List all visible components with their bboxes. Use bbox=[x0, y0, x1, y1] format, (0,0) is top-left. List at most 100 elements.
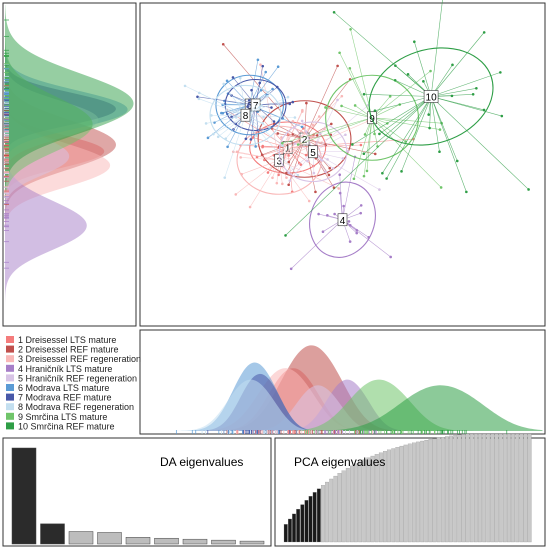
scatter-point bbox=[306, 159, 309, 163]
scatter-point bbox=[362, 152, 366, 156]
scatter-ray bbox=[430, 0, 443, 97]
group-label-box-8 bbox=[240, 108, 251, 122]
pca-bar bbox=[465, 433, 470, 543]
bottom-density-8 bbox=[142, 379, 543, 431]
legend-label-10: 10 Smrčina REF mature bbox=[18, 421, 115, 431]
pca-bar bbox=[321, 485, 325, 543]
scatter-point bbox=[196, 95, 199, 99]
scatter-point bbox=[250, 88, 253, 92]
scatter-point bbox=[365, 169, 369, 173]
scatter-ray bbox=[304, 138, 376, 155]
pca-bar bbox=[288, 518, 292, 543]
scatter-point bbox=[300, 119, 304, 123]
scatter-ray bbox=[341, 105, 373, 119]
scatter-point bbox=[284, 234, 287, 237]
scatter-ray bbox=[374, 96, 432, 111]
legend-label-2: 2 Dreisessel REF mature bbox=[18, 345, 119, 355]
scatter-ray bbox=[382, 96, 432, 174]
scatter-ray bbox=[241, 159, 280, 175]
scatter-point bbox=[212, 132, 215, 136]
scatter-point bbox=[296, 143, 300, 146]
pca-bar bbox=[461, 434, 466, 543]
legend-label-3: 3 Dreisessel REF regeneration bbox=[18, 354, 141, 364]
scatter-ray bbox=[304, 79, 351, 140]
scatter-point bbox=[393, 78, 397, 82]
scatter-point bbox=[336, 64, 339, 68]
scatter-ray bbox=[255, 66, 264, 106]
scatter-point bbox=[347, 220, 351, 223]
scatter-point bbox=[482, 108, 486, 112]
scatter-point bbox=[348, 240, 352, 243]
scatter-point bbox=[280, 136, 283, 139]
scatter-point bbox=[338, 191, 342, 195]
scatter-point bbox=[328, 166, 332, 170]
scatter-ray bbox=[366, 117, 373, 171]
scatter-point bbox=[333, 212, 336, 216]
group-label-3: 3 bbox=[276, 156, 282, 167]
pca-eigenvalues-title: PCA eigenvalues bbox=[294, 455, 385, 469]
scatter-point bbox=[216, 135, 220, 139]
scatter-point bbox=[438, 128, 442, 131]
scatter-point bbox=[271, 176, 274, 180]
scatter-point bbox=[234, 193, 238, 196]
scatter-point bbox=[261, 64, 265, 68]
scatter-point bbox=[230, 115, 233, 119]
pca-bar bbox=[507, 433, 511, 543]
scatter-point bbox=[389, 255, 392, 259]
scatter-point bbox=[197, 97, 201, 101]
panel-scatter bbox=[139, 2, 546, 327]
scatter-point bbox=[254, 145, 257, 148]
scatter-ray bbox=[430, 96, 467, 192]
scatter-ray bbox=[312, 99, 338, 152]
scatter-ray bbox=[224, 115, 246, 178]
scatter-point bbox=[438, 150, 441, 154]
pca-bar bbox=[436, 437, 441, 543]
da-bar-9 bbox=[239, 540, 265, 545]
pca-bar bbox=[370, 455, 375, 543]
scatter-ray bbox=[363, 117, 373, 177]
scatter-point bbox=[226, 145, 229, 149]
scatter-point bbox=[262, 115, 265, 119]
scatter-point bbox=[246, 105, 249, 108]
scatter-point bbox=[388, 95, 392, 98]
scatter-ray bbox=[245, 96, 289, 116]
scatter-point bbox=[341, 157, 345, 160]
scatter-ray bbox=[431, 87, 477, 97]
scatter-group-10: 10 bbox=[284, 0, 530, 237]
da-eigenvalue-bars bbox=[11, 447, 265, 545]
scatter-point bbox=[314, 190, 317, 194]
group-ellipse-10 bbox=[368, 47, 494, 146]
scatter-point bbox=[220, 111, 223, 115]
pca-bar bbox=[523, 433, 528, 543]
scatter-point bbox=[324, 106, 327, 109]
scatter-point bbox=[293, 116, 297, 119]
pca-bar bbox=[486, 433, 491, 543]
pca-bar bbox=[374, 454, 379, 543]
pca-bar bbox=[519, 433, 524, 543]
da-bar-8 bbox=[211, 539, 236, 545]
scatter-point bbox=[359, 143, 363, 147]
group-label-10: 10 bbox=[426, 93, 438, 104]
scatter-point bbox=[336, 98, 339, 102]
scatter-point bbox=[249, 138, 253, 141]
scatter-point bbox=[326, 158, 329, 161]
scatter-point bbox=[351, 143, 354, 146]
scatter-point bbox=[247, 99, 251, 102]
legend-label-7: 7 Modrava REF mature bbox=[18, 393, 112, 403]
scatter-ray bbox=[430, 96, 458, 162]
bottom-density-4 bbox=[142, 379, 543, 431]
scatter-point bbox=[500, 114, 504, 118]
scatter-ray bbox=[349, 68, 373, 118]
scatter-point bbox=[288, 102, 292, 106]
group-label-4: 4 bbox=[340, 216, 346, 227]
da-bar-6 bbox=[154, 537, 179, 545]
scatter-point bbox=[342, 204, 345, 208]
scatter-ray bbox=[249, 160, 280, 208]
group-ellipse-8 bbox=[209, 84, 282, 146]
pca-bar bbox=[292, 513, 296, 543]
pca-bar bbox=[407, 443, 412, 543]
pca-bar bbox=[494, 433, 499, 543]
pca-bar bbox=[457, 434, 462, 543]
bottom-density-10 bbox=[142, 385, 543, 431]
legend-swatch-10 bbox=[6, 422, 14, 430]
